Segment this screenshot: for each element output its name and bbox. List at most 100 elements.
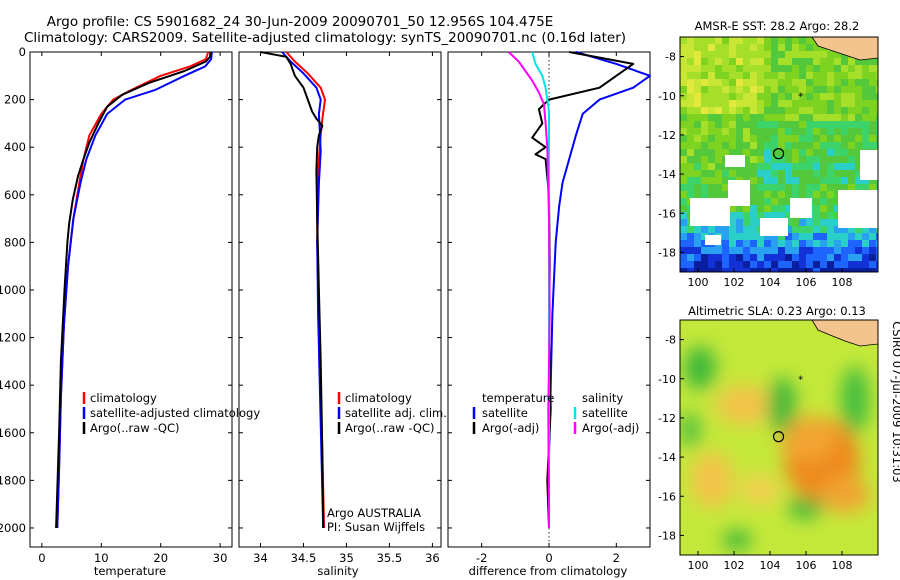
sst-cell: [876, 268, 878, 272]
sst-cell: [708, 163, 716, 171]
sst-cell: [687, 247, 695, 255]
sst-cell: [736, 135, 744, 143]
sst-cell: [722, 100, 730, 108]
sst-cell: [715, 268, 723, 272]
legend-label-argo: Argo(..raw -QC): [345, 421, 435, 435]
y-tick-label: -18: [658, 246, 676, 259]
y-tick-label: 400: [4, 140, 26, 154]
sst-cell: [841, 72, 849, 80]
y-tick-label: -8: [665, 334, 676, 347]
sst-cell: [764, 107, 772, 115]
sst-cell: [841, 149, 849, 157]
sst-cell: [806, 184, 814, 192]
sst-cell: [687, 149, 695, 157]
sst-cell: [764, 177, 772, 185]
sst-cell: [701, 177, 709, 185]
sla-map-panel: Altimetric SLA: 0.23 Argo: 0.13 100 102 10…: [658, 304, 879, 572]
sst-cell: [862, 247, 870, 255]
sst-cell: [820, 100, 828, 108]
sst-cell: [827, 128, 835, 136]
sst-cell: [855, 254, 863, 262]
sst-cell: [841, 254, 849, 262]
sst-cell: [736, 149, 744, 157]
sst-cell: [708, 58, 716, 66]
sst-cell: [799, 107, 807, 115]
sst-cell: [806, 247, 814, 255]
sst-cell: [820, 93, 828, 101]
missing-data-patch: [838, 190, 878, 228]
sst-cell: [785, 93, 793, 101]
x-tick-label: 2: [613, 551, 620, 565]
sst-cell: [757, 86, 765, 94]
sst-cell: [680, 79, 688, 87]
sst-cell: [771, 254, 779, 262]
sst-cell: [862, 100, 870, 108]
sst-cell: [701, 128, 709, 136]
sst-cell: [806, 170, 814, 178]
y-tick-label: -16: [658, 207, 676, 220]
sst-cell: [764, 268, 772, 272]
sst-cell: [806, 121, 814, 129]
argo-position-marker: [772, 431, 785, 443]
sst-cell: [701, 254, 709, 262]
sst-cell: [799, 170, 807, 178]
sst-cell: [841, 226, 849, 234]
sst-cell: [743, 128, 751, 136]
sst-cell: [792, 93, 800, 101]
sst-cell: [722, 114, 730, 122]
sst-cell: [708, 107, 716, 115]
sst-cell: [729, 254, 737, 262]
sst-cell: [778, 114, 786, 122]
sst-cell: [792, 72, 800, 80]
sst-cell: [848, 86, 856, 94]
series-line-temperature-argo-adj-: [531, 51, 635, 529]
sst-cell: [792, 240, 800, 248]
sst-cell: [862, 254, 870, 262]
sst-cell: [743, 261, 751, 269]
sst-cell: [694, 261, 702, 269]
x-tick-label: 106: [796, 559, 817, 572]
legend-title-salinity: salinity: [582, 391, 623, 405]
island-marker: *: [798, 92, 803, 103]
sst-cell: [855, 233, 863, 241]
sst-cell: [834, 72, 842, 80]
map-title: Altimetric SLA: 0.23 Argo: 0.13: [688, 304, 866, 318]
sst-cell: [862, 233, 870, 241]
sst-cell: [785, 51, 793, 59]
sst-cell: [680, 114, 688, 122]
sst-cell: [820, 177, 828, 185]
sst-cell: [806, 240, 814, 248]
sst-cell: [862, 135, 870, 143]
sst-cell: [869, 114, 877, 122]
sst-cell: [722, 79, 730, 87]
sst-cell: [778, 142, 786, 150]
sst-cell: [834, 65, 842, 73]
sst-cell: [743, 65, 751, 73]
y-tick-label: 0: [19, 45, 26, 59]
sst-cell: [876, 254, 878, 262]
sst-cell: [876, 128, 878, 136]
sst-cell: [736, 233, 744, 241]
sst-cell: [750, 247, 758, 255]
sst-cell: [855, 226, 863, 234]
sst-cell: [778, 240, 786, 248]
sst-cell: [750, 170, 758, 178]
sst-cell: [757, 240, 765, 248]
sst-cell: [750, 268, 758, 272]
sst-cell: [813, 254, 821, 262]
sst-cell: [771, 51, 779, 59]
sst-cell: [708, 226, 716, 234]
sst-cell: [680, 156, 688, 164]
sst-cell: [785, 86, 793, 94]
sst-cell: [820, 184, 828, 192]
sst-cell: [785, 247, 793, 255]
sst-cell: [785, 268, 793, 272]
sst-cell: [757, 191, 765, 199]
sst-cell: [827, 86, 835, 94]
y-tick-label: 2000: [0, 521, 26, 535]
sst-cell: [750, 142, 758, 150]
sst-cell: [799, 149, 807, 157]
sst-cell: [792, 261, 800, 269]
sst-cell: [750, 198, 758, 206]
